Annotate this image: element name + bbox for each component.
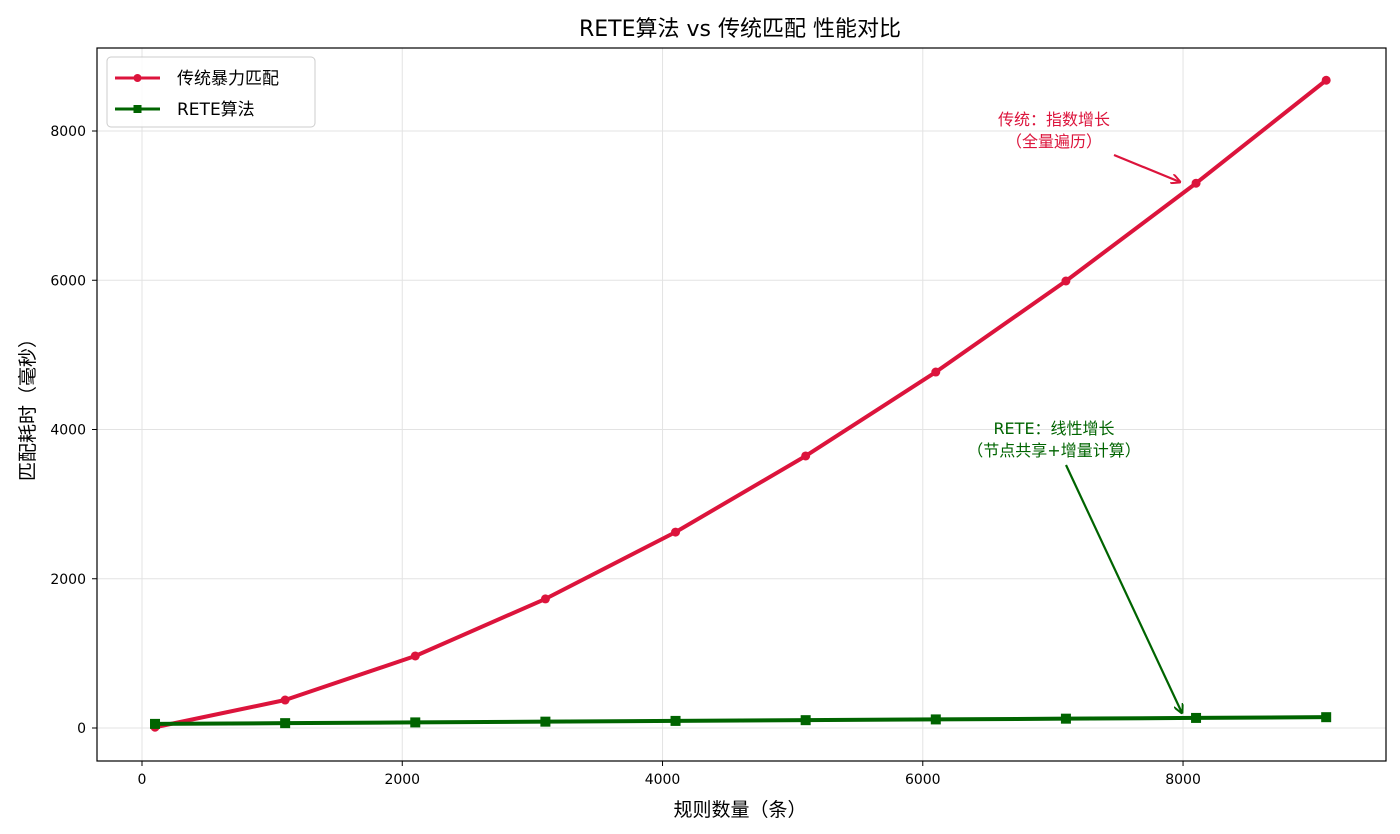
svg-text:（节点共享+增量计算）: （节点共享+增量计算） — [967, 441, 1140, 460]
series-line — [154, 78, 1328, 730]
annotations: 传统：指数增长 （全量遍历） RETE：线性增长 （节点共享+增量计算） — [967, 110, 1182, 713]
x-tick-label: 0 — [138, 772, 147, 788]
legend-label-traditional: 传统暴力匹配 — [177, 69, 279, 89]
data-point — [150, 718, 161, 729]
data-point — [671, 527, 681, 537]
data-point — [931, 367, 941, 377]
legend: 传统暴力匹配 RETE算法 — [106, 56, 316, 128]
svg-text:（全量遍历）: （全量遍历） — [1006, 132, 1102, 151]
x-tick-label: 4000 — [645, 772, 681, 788]
legend-marker-circle-icon — [133, 74, 142, 82]
x-axis-label: 规则数量（条） — [673, 799, 806, 821]
legend-label-rete: RETE算法 — [177, 100, 255, 120]
axes-frame — [96, 47, 1387, 762]
data-point — [670, 715, 681, 726]
legend-marker-square-icon — [133, 105, 142, 113]
data-point — [930, 714, 941, 725]
data-point — [540, 594, 550, 604]
data-point — [280, 718, 291, 729]
y-tick-label: 4000 — [50, 423, 86, 439]
annotation-rete: RETE：线性增长 — [993, 419, 1114, 438]
y-tick-label: 0 — [77, 721, 86, 737]
grid — [97, 48, 1386, 761]
plot-area — [150, 75, 1332, 732]
data-point — [800, 715, 811, 726]
y-tick-label: 8000 — [50, 124, 86, 140]
data-point — [801, 451, 811, 461]
data-point — [1061, 276, 1071, 286]
x-tick-label: 8000 — [1165, 772, 1201, 788]
x-tick-label: 6000 — [905, 772, 941, 788]
data-point — [1060, 713, 1071, 724]
annotation-traditional: 传统：指数增长 — [998, 110, 1110, 129]
data-point — [410, 717, 421, 728]
y-tick-label: 2000 — [50, 572, 86, 588]
data-point — [1191, 712, 1202, 723]
ticks: 0 2000 4000 6000 8000 0 2000 4000 6000 8000 — [50, 124, 1201, 788]
y-tick-label: 6000 — [50, 273, 86, 289]
data-point — [540, 716, 551, 727]
data-point — [410, 651, 420, 661]
series-line — [155, 715, 1327, 726]
y-axis-label: 匹配耗时（毫秒） — [17, 329, 39, 481]
data-point — [1321, 712, 1332, 723]
chart-title: RETE算法 vs 传统匹配 性能对比 — [579, 17, 901, 42]
data-point — [280, 695, 290, 705]
data-point — [1321, 75, 1331, 85]
data-point — [1191, 178, 1201, 188]
x-tick-label: 2000 — [384, 772, 420, 788]
